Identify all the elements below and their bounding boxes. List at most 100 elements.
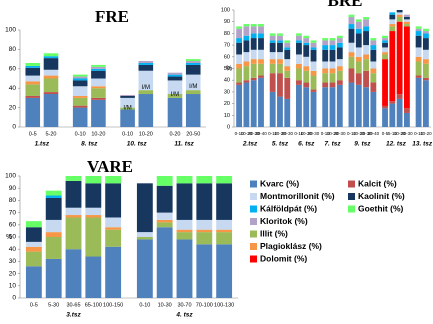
bar-segment (382, 38, 388, 41)
bar-segment (25, 95, 41, 98)
bar-segment (336, 35, 343, 39)
bar-segment (138, 94, 154, 127)
legend-label: Kloritok (%) (260, 216, 308, 226)
bar-segment (136, 232, 153, 237)
annotation: I/M (123, 105, 131, 111)
bar-segment (269, 73, 276, 92)
y-tick-label: 80 (9, 46, 17, 53)
bar-segment (138, 61, 154, 63)
x-tick-label: 0-10 (122, 131, 133, 137)
legend-label: Kvarc (%) (260, 178, 299, 188)
bar-segment (236, 42, 243, 55)
bar-segment (382, 108, 388, 127)
bar-segment (303, 35, 310, 39)
bar-segment (65, 176, 82, 181)
bar-segment (322, 40, 329, 46)
bar-segment (250, 59, 257, 64)
bar-segment (185, 61, 201, 63)
bar-segment (363, 26, 369, 32)
bar-segment (258, 26, 264, 34)
legend-label: Plagioklász (%) (260, 241, 322, 251)
bar-segment (303, 70, 310, 83)
bar-segment (236, 63, 243, 69)
bar-segment (236, 38, 243, 43)
bar-segment (329, 40, 336, 46)
bar-segment (72, 105, 88, 108)
group-label: 5. tsz (272, 141, 289, 148)
bar-segment (363, 45, 369, 55)
bar-segment (382, 40, 388, 43)
bar-segment (85, 207, 102, 216)
bar-segment (329, 82, 336, 88)
bar-segment (25, 62, 41, 66)
bar-segment (25, 227, 42, 242)
bar-segment (348, 24, 355, 29)
bar-segment (269, 52, 276, 60)
bar-segment (382, 52, 388, 55)
bar-segment (250, 33, 257, 39)
bar-segment (336, 47, 343, 60)
bar-segment (72, 78, 88, 81)
bar-segment (348, 42, 355, 53)
bar-segment (336, 66, 343, 71)
bar-segment (422, 33, 429, 39)
bar-segment (284, 70, 291, 78)
legend-label: Goethit (%) (358, 203, 403, 213)
bar-segment (72, 80, 88, 87)
bar-segment (91, 70, 106, 79)
x-tick-label: 10-20 (241, 131, 253, 136)
bar-segment (382, 105, 388, 109)
bar-segment (296, 42, 302, 55)
legend-label: Kálföldpát (%) (260, 203, 317, 213)
bar-segment (329, 45, 336, 50)
y-tick-label: 20 (9, 270, 17, 277)
bar-segment (277, 63, 283, 74)
bar-segment (45, 237, 62, 259)
bar-segment (243, 26, 250, 36)
bar-segment (243, 82, 250, 127)
x-tick-label: 20-30 (308, 131, 320, 136)
bar-segment (422, 49, 429, 60)
x-tick-label: 10-20 (300, 131, 312, 136)
bar-segment (284, 77, 291, 99)
bar-segment (336, 59, 343, 67)
group-label: 12. tsz (386, 141, 407, 148)
bar-segment (25, 246, 42, 252)
bar-segment (216, 229, 233, 233)
x-tick-label: 20-30 (334, 131, 346, 136)
bar-segment (43, 69, 59, 76)
bar-segment (120, 109, 135, 127)
chart-title: FRE (95, 7, 129, 26)
y-tick-label: 50 (9, 234, 17, 241)
y-tick-label: 10 (9, 283, 17, 290)
x-tick-label: 0-20 (169, 131, 180, 137)
bar-segment (296, 54, 302, 64)
x-tick-label: 0-10 (75, 131, 86, 137)
bar-segment (370, 61, 377, 69)
bar-segment (258, 59, 264, 64)
bar-segment (303, 45, 310, 57)
bar-segment (196, 183, 213, 220)
bar-segment (258, 24, 264, 27)
bar-segment (389, 101, 396, 104)
bar-segment (404, 24, 410, 27)
y-axis-label: % (6, 234, 12, 241)
bar-segment (389, 26, 396, 32)
bar-segment (216, 183, 233, 220)
bar-segment (296, 33, 302, 36)
bar-segment (156, 219, 173, 223)
bar-segment (310, 75, 317, 90)
bar-segment (382, 54, 388, 60)
bar-segment (25, 67, 41, 76)
bar-segment (91, 88, 106, 98)
bar-segment (105, 246, 122, 298)
bar-segment (322, 45, 329, 50)
bar-segment (138, 90, 154, 95)
bar-segment (91, 68, 106, 71)
bar-segment (322, 82, 329, 88)
bar-segment (277, 40, 283, 43)
bar-segment (236, 82, 243, 85)
bar-segment (370, 91, 377, 127)
bar-segment (348, 14, 355, 18)
bar-segment (156, 176, 173, 186)
